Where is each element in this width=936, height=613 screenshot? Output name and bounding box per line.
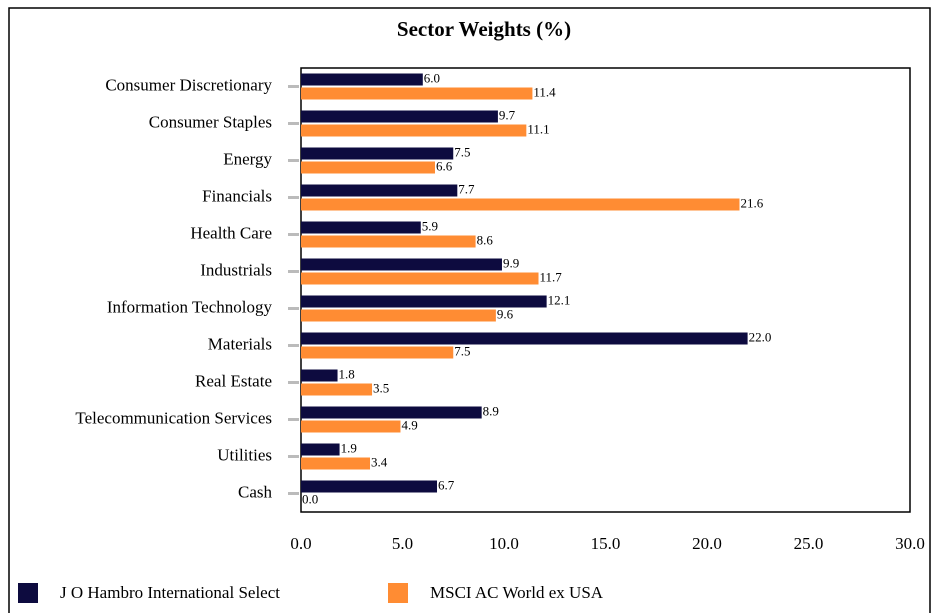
value-label: 7.5 — [454, 343, 470, 358]
y-tick-label: Energy — [223, 149, 272, 168]
value-label: 11.4 — [533, 84, 556, 99]
bar — [301, 272, 539, 285]
y-tick-label: Health Care — [190, 223, 272, 242]
x-tick-label: 15.0 — [591, 534, 621, 553]
x-tick-label: 30.0 — [895, 534, 925, 553]
x-tick-label: 0.0 — [290, 534, 311, 553]
x-tick-label: 10.0 — [489, 534, 519, 553]
bar — [301, 73, 423, 86]
y-tick-label: Consumer Discretionary — [105, 75, 272, 94]
bar — [301, 198, 740, 211]
bar — [301, 369, 338, 382]
y-tick-label: Information Technology — [107, 297, 273, 316]
value-label: 21.6 — [740, 195, 763, 210]
bar — [301, 235, 476, 248]
value-label: 11.1 — [527, 121, 549, 136]
value-label: 7.7 — [458, 181, 475, 196]
frame — [8, 7, 931, 613]
bar — [301, 295, 547, 308]
value-label: 5.9 — [422, 218, 438, 233]
value-label: 0.0 — [302, 491, 318, 506]
value-label: 8.9 — [483, 403, 499, 418]
value-label: 4.9 — [401, 417, 417, 432]
y-tick-label: Real Estate — [195, 371, 272, 390]
x-tick-label: 25.0 — [794, 534, 824, 553]
x-tick-label: 5.0 — [392, 534, 413, 553]
value-label: 11.7 — [540, 269, 563, 284]
y-tick-label: Cash — [238, 482, 273, 501]
bar — [301, 332, 748, 345]
legend-label: MSCI AC World ex USA — [430, 583, 604, 602]
bar — [301, 110, 498, 123]
bar — [301, 258, 502, 271]
plot-area — [300, 67, 911, 513]
bar — [301, 161, 435, 174]
bar — [301, 420, 401, 433]
value-label: 22.0 — [749, 329, 772, 344]
y-tick-label: Financials — [202, 186, 272, 205]
legend-swatch — [388, 583, 408, 603]
y-tick-label: Telecommunication Services — [75, 408, 272, 427]
bar — [301, 309, 496, 322]
bar — [301, 383, 373, 396]
value-label: 8.6 — [477, 232, 494, 247]
y-tick-label: Materials — [208, 334, 272, 353]
chart-title: Sector Weights (%) — [397, 17, 571, 41]
value-label: 12.1 — [548, 292, 571, 307]
value-label: 1.8 — [339, 366, 355, 381]
value-label: 6.0 — [424, 70, 440, 85]
bar — [301, 221, 421, 234]
x-tick-label: 20.0 — [692, 534, 722, 553]
bar — [301, 147, 454, 160]
bar — [301, 406, 482, 419]
y-tick-label: Industrials — [200, 260, 272, 279]
y-tick-label: Utilities — [217, 445, 272, 464]
value-label: 3.4 — [371, 454, 388, 469]
value-label: 7.5 — [454, 144, 470, 159]
legend-swatch — [18, 583, 38, 603]
bar — [301, 346, 454, 359]
bar — [301, 184, 458, 197]
bar — [301, 124, 527, 137]
bar — [301, 457, 371, 470]
value-label: 9.7 — [499, 107, 516, 122]
value-label: 3.5 — [373, 380, 389, 395]
value-label: 1.9 — [341, 440, 357, 455]
legend-label: J O Hambro International Select — [60, 583, 280, 602]
value-label: 9.6 — [497, 306, 514, 321]
value-label: 6.6 — [436, 158, 453, 173]
value-label: 9.9 — [503, 255, 519, 270]
bar — [301, 87, 533, 100]
bar — [301, 480, 438, 493]
y-tick-label: Consumer Staples — [149, 112, 272, 131]
bar — [301, 443, 340, 456]
value-label: 6.7 — [438, 477, 455, 492]
